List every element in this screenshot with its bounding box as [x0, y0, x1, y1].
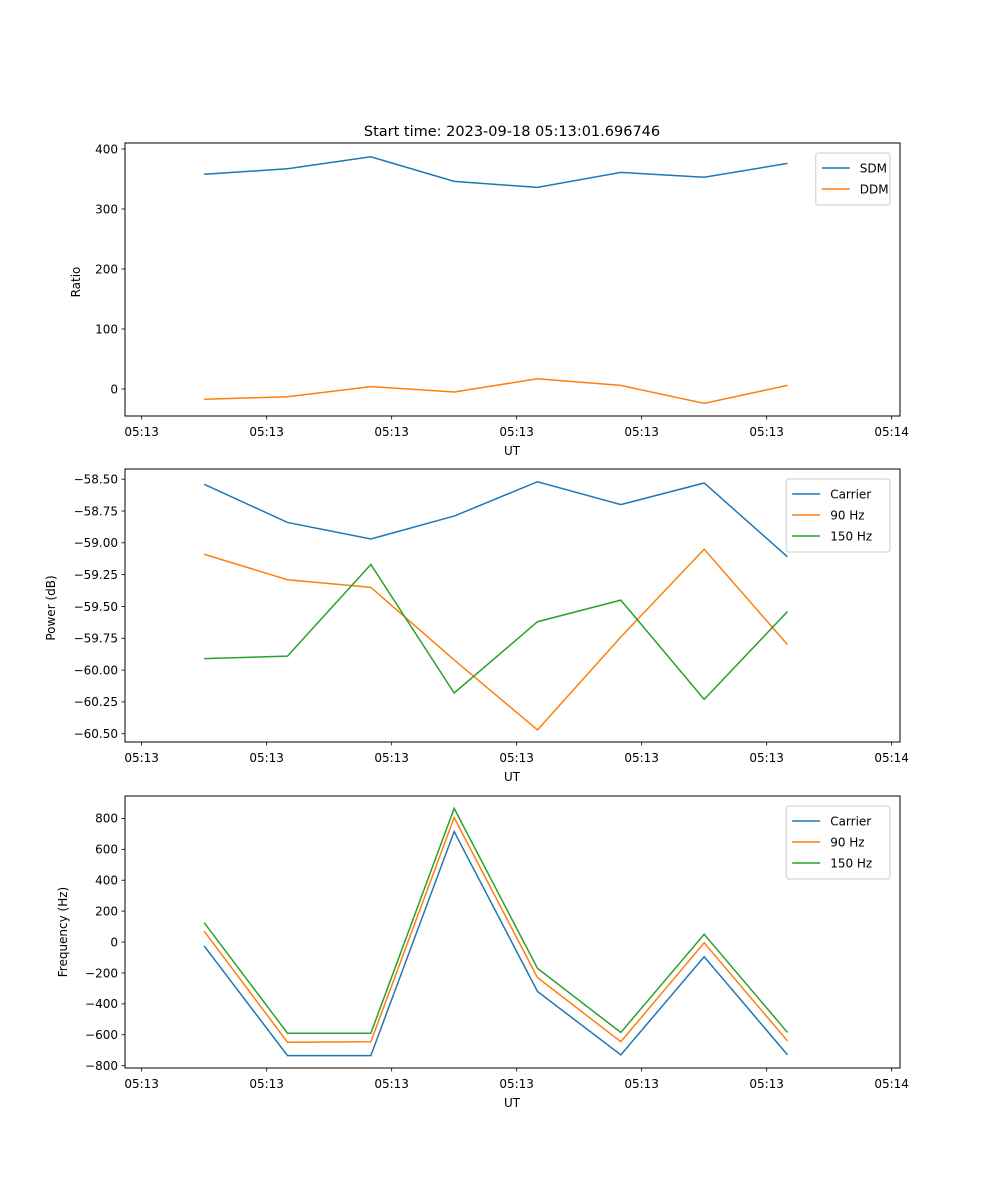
- power-y-tick-label: −60.25: [74, 695, 118, 709]
- power-x-tick-label: 05:13: [374, 751, 409, 765]
- ratio-y-tick-label: 0: [110, 382, 118, 396]
- frequency-carrier-line: [203, 829, 789, 1057]
- frequency-y-tick-label: −400: [85, 997, 118, 1011]
- power-x-tick-label: 05:13: [624, 751, 659, 765]
- power-carrier-line: [203, 480, 788, 558]
- power-legend-label-90-hz: 90 Hz: [830, 508, 864, 522]
- frequency-x-tick-label: 05:13: [624, 1077, 659, 1091]
- frequency-y-tick-label: 600: [95, 843, 118, 857]
- power-x-tick-label: 05:13: [499, 751, 534, 765]
- ratio-y-axis-label: Ratio: [69, 267, 83, 298]
- power-y-tick-label: −60.50: [74, 727, 118, 741]
- frequency-legend: Carrier 90 Hz 150 Hz: [785, 805, 891, 880]
- frequency-y-tick-label: 0: [110, 935, 118, 949]
- frequency-x-tick-label: 05:13: [249, 1077, 284, 1091]
- power-90-hz-line: [203, 548, 789, 731]
- chart-title: Start time: 2023-09-18 05:13:01.696746: [364, 124, 660, 140]
- frequency-y-axis-label: Frequency (Hz): [56, 887, 70, 978]
- frequency-x-tick-label: 05:13: [124, 1077, 159, 1091]
- power-x-axis-label: UT: [504, 770, 521, 784]
- frequency-x-axis-label: UT: [504, 1096, 521, 1110]
- power-legend-label-150-hz: 150 Hz: [830, 529, 872, 543]
- power-150-hz-line: [204, 563, 789, 701]
- ratio-legend: SDM DDM: [815, 152, 891, 206]
- frequency-x-tick-label: 05:13: [374, 1077, 409, 1091]
- frequency-y-tick-label: −600: [85, 1028, 118, 1042]
- power-legend-label-carrier: Carrier: [830, 487, 871, 501]
- power-x-tick-label: 05:13: [249, 751, 284, 765]
- ratio-x-tick-label: 05:14: [874, 425, 909, 439]
- frequency-x-tick-label: 05:14: [874, 1077, 909, 1091]
- frequency-x-tick-label: 05:13: [499, 1077, 534, 1091]
- ratio-y-tick-label: 300: [95, 202, 118, 216]
- power-y-axis-label: Power (dB): [44, 575, 58, 640]
- power-x-tick-label: 05:13: [124, 751, 159, 765]
- ratio-x-tick-label: 05:13: [249, 425, 284, 439]
- ratio-panel: Start time: 2023-09-18 05:13:01.696746 0…: [69, 124, 909, 458]
- frequency-panel: −800 −600 −400 −200 0 200 400 600 800 05:13 05:13…: [56, 795, 909, 1110]
- frequency-y-tick-label: −200: [85, 966, 118, 980]
- power-y-tick-label: −59.00: [74, 536, 118, 550]
- power-y-tick-label: −59.25: [74, 568, 118, 582]
- frequency-y-tick-label: 800: [95, 812, 118, 826]
- frequency-legend-label-carrier: Carrier: [830, 814, 871, 828]
- power-panel: −60.50 −60.25 −60.00 −59.75 −59.50 −59.25 −59.…: [44, 468, 909, 784]
- ratio-y-tick-label: 200: [95, 262, 118, 276]
- ratio-legend-box: [815, 152, 891, 206]
- ratio-legend-label-ddm: DDM: [860, 182, 889, 196]
- frequency-legend-box: [785, 805, 891, 880]
- ratio-sdm-line: [204, 156, 788, 189]
- ratio-x-tick-label: 05:13: [624, 425, 659, 439]
- frequency-y-tick-label: 400: [95, 874, 118, 888]
- frequency-90-hz-line: [203, 815, 789, 1043]
- power-legend-box: [785, 478, 891, 553]
- power-axes-frame: [124, 468, 901, 743]
- ratio-y-tick-label: 400: [95, 142, 118, 156]
- frequency-y-tick-label: 200: [95, 904, 118, 918]
- power-y-tick-label: −58.50: [74, 472, 118, 486]
- ratio-x-tick-label: 05:13: [499, 425, 534, 439]
- ratio-x-tick-label: 05:13: [124, 425, 159, 439]
- power-y-tick-label: −59.75: [74, 632, 118, 646]
- ratio-x-tick-label: 05:13: [374, 425, 409, 439]
- frequency-y-tick-label: −800: [85, 1059, 118, 1073]
- ratio-y-tick-label: 100: [95, 322, 118, 336]
- power-x-tick-label: 05:14: [874, 751, 909, 765]
- ratio-legend-label-sdm: SDM: [860, 161, 887, 175]
- power-y-tick-label: −59.50: [74, 600, 118, 614]
- frequency-legend-label-90-hz: 90 Hz: [830, 835, 864, 849]
- ratio-x-axis-label: UT: [504, 444, 521, 458]
- power-legend: Carrier 90 Hz 150 Hz: [785, 478, 891, 553]
- frequency-x-tick-label: 05:13: [749, 1077, 784, 1091]
- power-y-tick-label: −60.00: [74, 663, 118, 677]
- frequency-150-hz-line: [203, 806, 789, 1034]
- frequency-legend-label-150-hz: 150 Hz: [830, 856, 872, 870]
- ratio-axes-frame: [124, 142, 901, 417]
- ratio-ddm-line: [204, 378, 788, 405]
- ratio-x-tick-label: 05:13: [749, 425, 784, 439]
- frequency-axes-frame: [124, 795, 901, 1069]
- power-x-tick-label: 05:13: [749, 751, 784, 765]
- power-y-tick-label: −58.75: [74, 504, 118, 518]
